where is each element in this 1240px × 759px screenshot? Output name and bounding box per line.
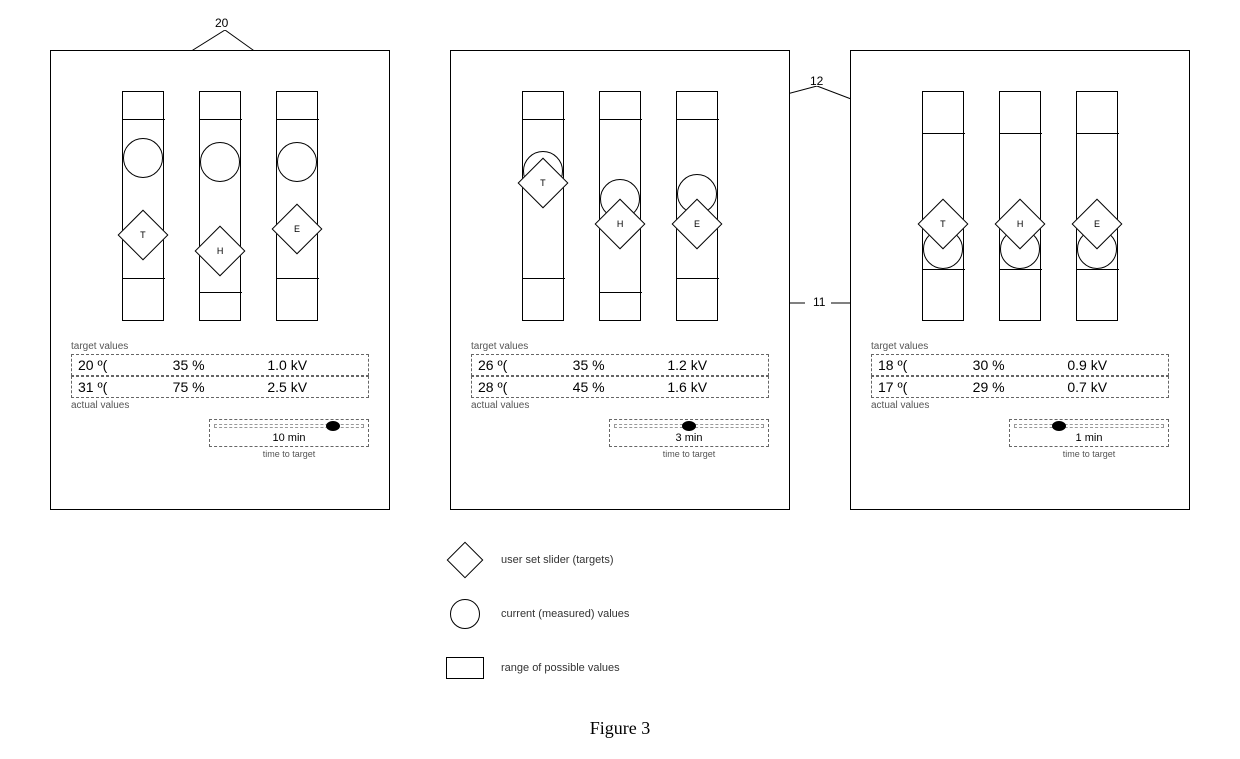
target-volt: 1.0 kV: [267, 357, 362, 373]
slider-humidity[interactable]: H: [999, 91, 1041, 321]
time-to-target-label: time to target: [1009, 449, 1169, 459]
time-track: [1014, 424, 1164, 428]
legend-item-rect: range of possible values: [445, 648, 795, 688]
slider-temp[interactable]: T: [922, 91, 964, 321]
time-row: 10 min time to target: [71, 419, 369, 459]
current-marker-circle: [200, 142, 240, 182]
slider-voltage[interactable]: E: [1076, 91, 1118, 321]
time-to-target-label: time to target: [609, 449, 769, 459]
current-marker-circle: [123, 138, 163, 178]
actual-temp: 31 º(: [78, 379, 173, 395]
legend-rect-icon: [445, 648, 485, 688]
legend: user set slider (targets) current (measu…: [20, 540, 1220, 688]
actual-values-row: 28 º( 45 % 1.6 kV: [471, 376, 769, 398]
time-value: 3 min: [676, 432, 703, 444]
target-hum: 35 %: [173, 357, 268, 373]
slider-letter: T: [140, 230, 146, 240]
actual-volt: 0.7 kV: [1067, 379, 1162, 395]
actual-temp: 17 º(: [878, 379, 973, 395]
target-hum: 35 %: [573, 357, 668, 373]
values-section: target values 20 º( 35 % 1.0 kV 31 º( 75…: [71, 341, 369, 459]
callout-20: 20: [215, 16, 228, 30]
slider-letter: E: [294, 224, 300, 234]
slider-letter: H: [217, 246, 224, 256]
target-values-row: 26 º( 35 % 1.2 kV: [471, 354, 769, 376]
actual-volt: 1.6 kV: [667, 379, 762, 395]
target-values-row: 20 º( 35 % 1.0 kV: [71, 354, 369, 376]
slider-humidity[interactable]: H: [599, 91, 641, 321]
time-value: 10 min: [272, 432, 305, 444]
callout-20-label: 20: [215, 16, 228, 30]
legend-diamond-text: user set slider (targets): [501, 554, 613, 566]
actual-values-row: 31 º( 75 % 2.5 kV: [71, 376, 369, 398]
callout-12: 12: [810, 74, 823, 88]
actual-volt: 2.5 kV: [267, 379, 362, 395]
actual-hum: 45 %: [573, 379, 668, 395]
slider-letter: H: [1017, 219, 1024, 229]
panel-2: T H E target values 26 º( 35 % 1.2 kV 28…: [450, 50, 790, 510]
legend-diamond-icon: [445, 540, 485, 580]
current-marker-circle: [277, 142, 317, 182]
actual-values-row: 17 º( 29 % 0.7 kV: [871, 376, 1169, 398]
actual-values-label: actual values: [71, 400, 369, 411]
values-section: target values 18 º( 30 % 0.9 kV 17 º( 29…: [871, 341, 1169, 459]
time-knob[interactable]: [1052, 421, 1066, 431]
time-row: 3 min time to target: [471, 419, 769, 459]
time-slider[interactable]: 10 min: [209, 419, 369, 447]
slider-letter: H: [617, 219, 624, 229]
time-slider[interactable]: 3 min: [609, 419, 769, 447]
sliders-row: T H E: [471, 91, 769, 321]
target-temp: 26 º(: [478, 357, 573, 373]
panels-row: 20 12 11 T: [20, 20, 1220, 510]
target-temp: 18 º(: [878, 357, 973, 373]
slider-temp[interactable]: T: [122, 91, 164, 321]
target-values-row: 18 º( 30 % 0.9 kV: [871, 354, 1169, 376]
target-hum: 30 %: [973, 357, 1068, 373]
target-values-label: target values: [71, 341, 369, 352]
callout-11: 11: [813, 295, 825, 309]
time-knob[interactable]: [682, 421, 696, 431]
actual-hum: 29 %: [973, 379, 1068, 395]
legend-item-diamond: user set slider (targets): [445, 540, 795, 580]
target-volt: 1.2 kV: [667, 357, 762, 373]
sliders-row: T H E: [71, 91, 369, 321]
actual-temp: 28 º(: [478, 379, 573, 395]
legend-circle-text: current (measured) values: [501, 608, 629, 620]
actual-values-label: actual values: [471, 400, 769, 411]
slider-letter: T: [540, 178, 546, 188]
figure-caption: Figure 3: [20, 718, 1220, 739]
time-slider[interactable]: 1 min: [1009, 419, 1169, 447]
values-section: target values 26 º( 35 % 1.2 kV 28 º( 45…: [471, 341, 769, 459]
slider-temp[interactable]: T: [522, 91, 564, 321]
target-volt: 0.9 kV: [1067, 357, 1162, 373]
time-track: [614, 424, 764, 428]
time-knob[interactable]: [326, 421, 340, 431]
legend-rect-text: range of possible values: [501, 662, 620, 674]
legend-item-circle: current (measured) values: [445, 594, 795, 634]
target-values-label: target values: [871, 341, 1169, 352]
slider-letter: E: [1094, 219, 1100, 229]
actual-hum: 75 %: [173, 379, 268, 395]
slider-voltage[interactable]: E: [676, 91, 718, 321]
actual-values-label: actual values: [871, 400, 1169, 411]
slider-letter: T: [940, 219, 946, 229]
legend-circle-icon: [445, 594, 485, 634]
sliders-row: T H E: [871, 91, 1169, 321]
time-track: [214, 424, 364, 428]
time-row: 1 min time to target: [871, 419, 1169, 459]
target-values-label: target values: [471, 341, 769, 352]
panel-1: T H E target values 20 º( 35 % 1.0 kV 31…: [50, 50, 390, 510]
slider-voltage[interactable]: E: [276, 91, 318, 321]
slider-humidity[interactable]: H: [199, 91, 241, 321]
slider-letter: E: [694, 219, 700, 229]
target-temp: 20 º(: [78, 357, 173, 373]
panel-3: T H E target values 18 º( 30 % 0.9 kV 17…: [850, 50, 1190, 510]
time-to-target-label: time to target: [209, 449, 369, 459]
time-value: 1 min: [1076, 432, 1103, 444]
